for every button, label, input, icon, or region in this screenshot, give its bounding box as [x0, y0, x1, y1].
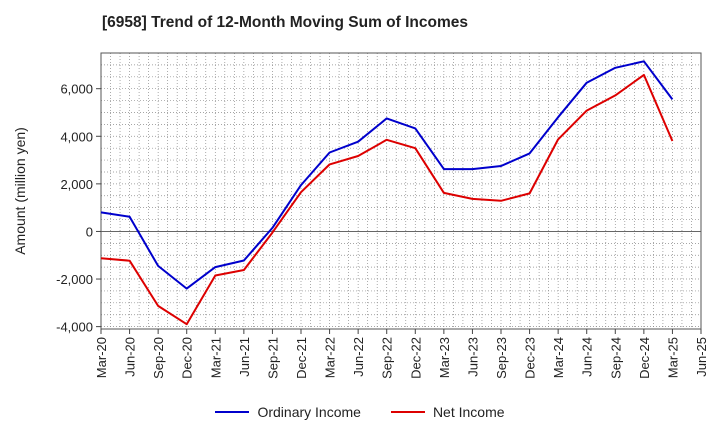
x-tick-label: Dec-21 [294, 337, 309, 379]
y-axis-label: Amount (million yen) [12, 127, 28, 255]
y-axis: -4,000 -2,000 0 2,000 4,000 6,000 [56, 82, 101, 335]
x-tick-label: Sep-22 [380, 337, 395, 379]
x-tick-label: Jun-20 [123, 337, 138, 377]
y-tick-label: 6,000 [60, 82, 93, 97]
x-tick-label: Jun-21 [237, 337, 252, 377]
x-tick-label: Jun-24 [580, 337, 595, 377]
y-tick-label: -4,000 [56, 320, 93, 335]
x-tick-label: Dec-22 [408, 337, 423, 379]
series-line-net-income [100, 73, 674, 326]
legend-item-ordinary-income: Ordinary Income [215, 404, 361, 420]
chart-title: [6958] Trend of 12-Month Moving Sum of I… [102, 14, 469, 31]
series-layer [100, 60, 674, 326]
y-tick-label: -2,000 [56, 272, 93, 287]
x-tick-label: Sep-20 [151, 337, 166, 379]
x-tick-label: Jun-25 [694, 337, 709, 377]
legend-swatch-net-income [390, 411, 425, 413]
series-line-ordinary-income [100, 60, 674, 290]
x-tick-label: Jun-23 [465, 337, 480, 377]
x-tick-label: Sep-24 [608, 337, 623, 379]
legend-swatch-ordinary-income [215, 411, 250, 413]
x-tick-label: Jun-22 [351, 337, 366, 377]
x-tick-label: Mar-22 [323, 337, 338, 378]
x-tick-label: Mar-25 [665, 337, 680, 378]
x-tick-label: Dec-23 [523, 337, 538, 379]
x-tick-label: Dec-20 [180, 337, 195, 379]
x-axis: Mar-20 Jun-20 Sep-20 Dec-20 Mar-21 Jun-21 Sep-… [94, 329, 709, 379]
x-tick-label: Mar-21 [208, 337, 223, 378]
grid-layer [100, 52, 702, 329]
y-tick-label: 4,000 [60, 129, 93, 144]
x-tick-label: Mar-20 [94, 337, 109, 378]
x-tick-label: Sep-21 [265, 337, 280, 379]
legend-label-ordinary-income: Ordinary Income [257, 404, 361, 420]
x-tick-label: Sep-23 [494, 337, 509, 379]
legend-item-net-income: Net Income [390, 404, 505, 420]
legend: Ordinary Income Net Income [0, 404, 720, 420]
x-tick-label: Mar-23 [437, 337, 452, 378]
y-tick-label: 2,000 [60, 177, 93, 192]
x-tick-label: Mar-24 [551, 337, 566, 378]
y-tick-label: 0 [86, 224, 93, 239]
plot-area [100, 52, 702, 330]
legend-label-net-income: Net Income [432, 404, 505, 420]
x-tick-label: Dec-24 [637, 337, 652, 379]
